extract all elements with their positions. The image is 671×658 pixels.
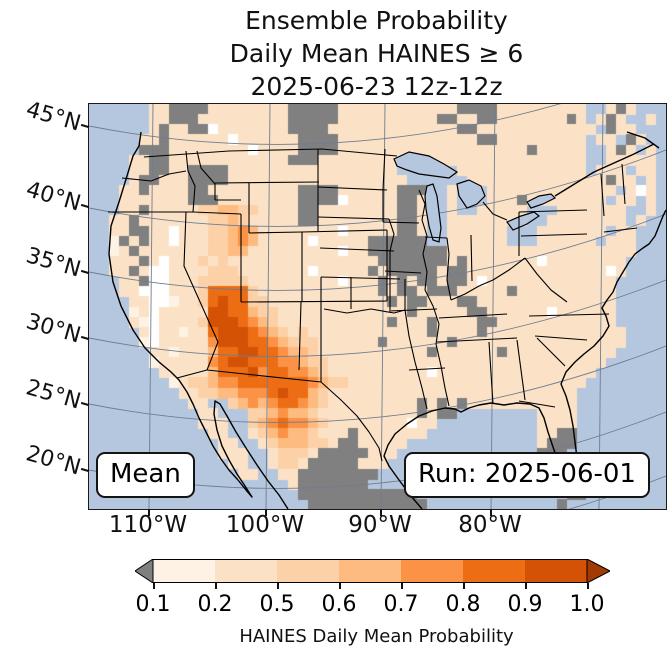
lon-tick-label: 110°W	[108, 512, 188, 538]
colorbar-tick-label: 0.9	[507, 592, 543, 617]
map-overlay	[89, 104, 666, 509]
lat-tick-label: 20°N	[23, 441, 84, 481]
lat-tick-label: 45°N	[23, 97, 84, 137]
lon-tick-mark	[265, 509, 267, 516]
lon-tick-mark	[490, 509, 492, 516]
colorbar-under-arrow	[135, 559, 154, 583]
mean-badge: Mean	[96, 452, 195, 498]
title-line-2: Daily Mean HAINES ≥ 6	[229, 39, 524, 68]
chart-title: Ensemble Probability Daily Mean HAINES ≥…	[88, 4, 665, 103]
lat-tick-label: 25°N	[23, 375, 84, 415]
colorbar-tick-label: 0.7	[383, 592, 419, 617]
colorbar-tick-label: 0.2	[197, 592, 233, 617]
colorbar-tick-mark	[401, 583, 403, 589]
lake-michigan	[424, 183, 442, 243]
title-line-1: Ensemble Probability	[245, 6, 508, 35]
colorbar-segment	[339, 559, 402, 583]
lon-tick-mark	[148, 509, 150, 516]
parallel-gridline	[568, 475, 666, 509]
lat-tick-label: 40°N	[23, 177, 84, 217]
pacific-baja-coast	[108, 131, 289, 509]
map-panel: Mean Run: 2025-06-01	[88, 103, 667, 510]
meridian-gridline	[265, 104, 271, 509]
parallel-gridline	[89, 104, 561, 145]
nova-scotia-coast	[626, 131, 660, 149]
state-borders	[108, 148, 638, 462]
lake-erie	[506, 211, 541, 231]
colorbar-over-arrow	[586, 559, 610, 583]
run-badge: Run: 2025-06-01	[404, 452, 650, 498]
lon-tick-label: 80°W	[458, 512, 522, 538]
colorbar-tick-mark	[525, 583, 527, 589]
parallel-gridline	[89, 279, 666, 357]
colorbar-segment	[401, 559, 464, 583]
colorbar-segment	[277, 559, 340, 583]
lon-tick-mark	[380, 509, 382, 516]
meridian-gridline	[490, 104, 496, 509]
colorbar-tick-mark	[339, 583, 341, 589]
parallel-gridline	[89, 213, 666, 291]
colorbar-tick-label: 0.5	[259, 592, 295, 617]
parallel-gridline	[89, 149, 666, 227]
colorbar-frame	[152, 559, 588, 583]
title-line-3: 2025-06-23 12z-12z	[250, 72, 503, 101]
colorbar-segment	[463, 559, 526, 583]
st-lawrence-coast	[554, 143, 655, 197]
lon-tick-label: 90°W	[348, 512, 412, 538]
colorbar-segment	[215, 559, 278, 583]
colorbar-tick-label: 0.8	[445, 592, 481, 617]
colorbar-tick-mark	[587, 583, 589, 589]
lakes	[393, 151, 557, 243]
lake-huron	[456, 179, 486, 209]
lake-superior	[393, 151, 459, 179]
meridian-gridline	[598, 104, 604, 509]
colorbar-tick-mark	[153, 583, 155, 589]
parallel-gridline	[89, 345, 666, 423]
lat-tick-label: 35°N	[23, 243, 84, 283]
lake-ontario	[526, 193, 557, 209]
colorbar-tick-mark	[277, 583, 279, 589]
colorbar-label: HAINES Daily Mean Probability	[239, 626, 514, 647]
colorbar-tick-label: 0.1	[135, 592, 171, 617]
meridian-gridline	[148, 104, 154, 509]
graticule-gridlines	[89, 104, 666, 509]
colorbar-tick-mark	[215, 583, 217, 589]
colorbar	[135, 559, 610, 583]
colorbar-tick-label: 0.6	[321, 592, 357, 617]
lon-tick-label: 100°W	[225, 512, 305, 538]
lat-tick-label: 30°N	[23, 309, 84, 349]
colorbar-segment	[525, 559, 588, 583]
colorbar-segment	[153, 559, 216, 583]
colorbar-tick-mark	[463, 583, 465, 589]
colorbar-tick-label: 1.0	[569, 592, 605, 617]
